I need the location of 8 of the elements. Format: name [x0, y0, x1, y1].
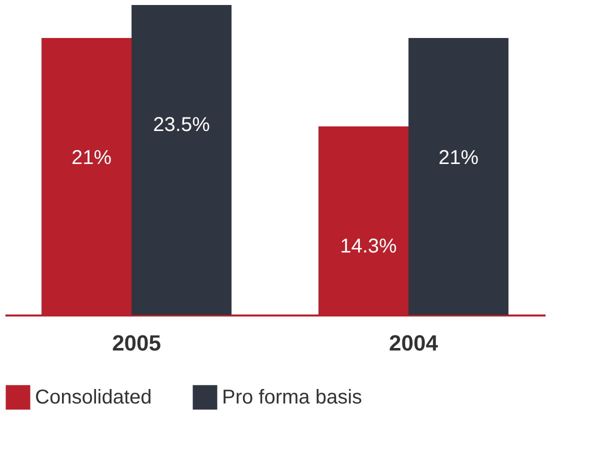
legend-label: Pro forma basis: [222, 386, 362, 408]
x-tick-label: 2005: [112, 330, 162, 356]
x-tick-label: 2004: [388, 330, 439, 356]
data-label: 14.3%: [340, 235, 398, 258]
legend-label: Consolidated: [35, 386, 152, 408]
data-label: 23.5%: [153, 114, 210, 136]
data-label: 21%: [72, 146, 112, 169]
data-label: 21%: [438, 146, 479, 169]
